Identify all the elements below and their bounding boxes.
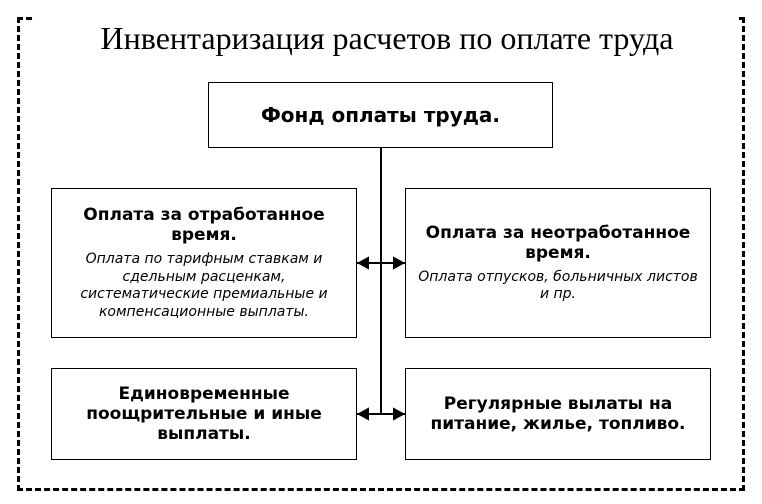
node-regular-payments: Регулярные вылаты на питание, жилье, топ… [405, 368, 711, 460]
node-not-worked-time: Оплата за неотработанное время. Оплата о… [405, 188, 711, 338]
diagram-canvas: Инвентаризация расчетов по оплате труда … [0, 0, 762, 504]
node-worked-time: Оплата за отработанное время. Оплата по … [51, 188, 357, 338]
node-onetime-payments: Единовременные поощрительные и иные выпл… [51, 368, 357, 460]
node-root: Фонд оплаты труда. [208, 82, 553, 148]
node-worked-time-label: Оплата за отработанное время. [62, 205, 346, 245]
node-root-label: Фонд оплаты труда. [261, 103, 500, 127]
node-not-worked-time-label: Оплата за неотработанное время. [416, 223, 700, 263]
node-regular-payments-label: Регулярные вылаты на питание, жилье, топ… [416, 394, 700, 434]
node-onetime-payments-label: Единовременные поощрительные и иные выпл… [62, 384, 346, 444]
node-worked-time-subtext: Оплата по тарифным ставкам и сдельным ра… [62, 251, 346, 321]
diagram-title: Инвентаризация расчетов по оплате труда [35, 17, 739, 59]
node-not-worked-time-subtext: Оплата отпусков, больничных листов и пр. [416, 269, 700, 304]
